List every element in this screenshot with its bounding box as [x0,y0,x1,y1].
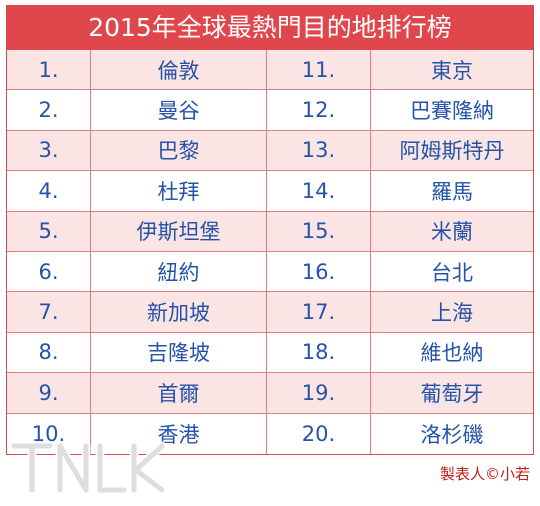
table-body: 1. 倫敦 11. 東京 2. 曼谷 12. 巴賽隆納 3. 巴黎 13. 阿姆… [7,50,533,454]
ranking-table: 2015年全球最熱門目的地排行榜 1. 倫敦 11. 東京 2. 曼谷 12. … [6,5,534,455]
table-row: 7. 新加坡 17. 上海 [7,292,533,333]
table-row: 8. 吉隆坡 18. 維也納 [7,332,533,374]
rank-cell: 16. [267,251,371,292]
city-cell: 米蘭 [431,220,473,245]
rank-cell: 15. [267,211,371,251]
city-cell: 杜拜 [91,171,267,211]
table-row: 6. 紐約 16. 台北 [7,251,533,293]
rank-cell: 9. [7,373,91,413]
city-cell: 上海 [431,301,473,326]
rank-cell: 10. [7,413,91,454]
city-cell: 東京 [431,58,473,83]
rank-cell: 18. [267,332,371,373]
credit-text: 製表人©小若 [439,465,530,483]
rank-cell: 12. [267,90,371,130]
rank-cell: 19. [267,373,371,413]
table-row: 2. 曼谷 12. 巴賽隆納 [7,90,533,131]
city-cell: 首爾 [91,373,267,413]
table-row: 10. 香港 20. 洛杉磯 [7,413,533,454]
rank-cell: 5. [7,211,91,251]
city-cell: 巴賽隆納 [410,99,494,124]
rank-cell: 7. [7,292,91,332]
rank-cell: 8. [7,332,91,373]
table-title: 2015年全球最熱門目的地排行榜 [7,6,533,50]
city-cell: 倫敦 [91,50,267,90]
rank-cell: 1. [7,50,91,90]
table-row: 5. 伊斯坦堡 15. 米蘭 [7,211,533,252]
rank-cell: 20. [267,413,371,454]
rank-cell: 3. [7,130,91,171]
rank-cell: 13. [267,130,371,171]
rank-cell: 2. [7,90,91,130]
city-cell: 台北 [431,260,473,285]
city-cell: 紐約 [91,251,267,292]
table-row: 3. 巴黎 13. 阿姆斯特丹 [7,130,533,172]
city-cell: 洛杉磯 [420,422,484,447]
rank-cell: 14. [267,171,371,211]
city-cell: 新加坡 [91,292,267,332]
city-cell: 葡萄牙 [420,381,484,406]
city-cell: 巴黎 [91,130,267,171]
rank-cell: 4. [7,171,91,211]
city-cell: 維也納 [420,341,484,366]
city-cell: 羅馬 [431,179,473,204]
city-cell: 香港 [91,413,267,454]
table-row: 1. 倫敦 11. 東京 [7,50,533,91]
rank-cell: 17. [267,292,371,332]
city-cell: 吉隆坡 [91,332,267,373]
city-cell: 伊斯坦堡 [91,211,267,251]
city-cell: 阿姆斯特丹 [399,139,505,164]
rank-cell: 6. [7,251,91,292]
table-row: 4. 杜拜 14. 羅馬 [7,171,533,212]
city-cell: 曼谷 [91,90,267,130]
rank-cell: 11. [267,50,371,90]
table-row: 9. 首爾 19. 葡萄牙 [7,373,533,414]
